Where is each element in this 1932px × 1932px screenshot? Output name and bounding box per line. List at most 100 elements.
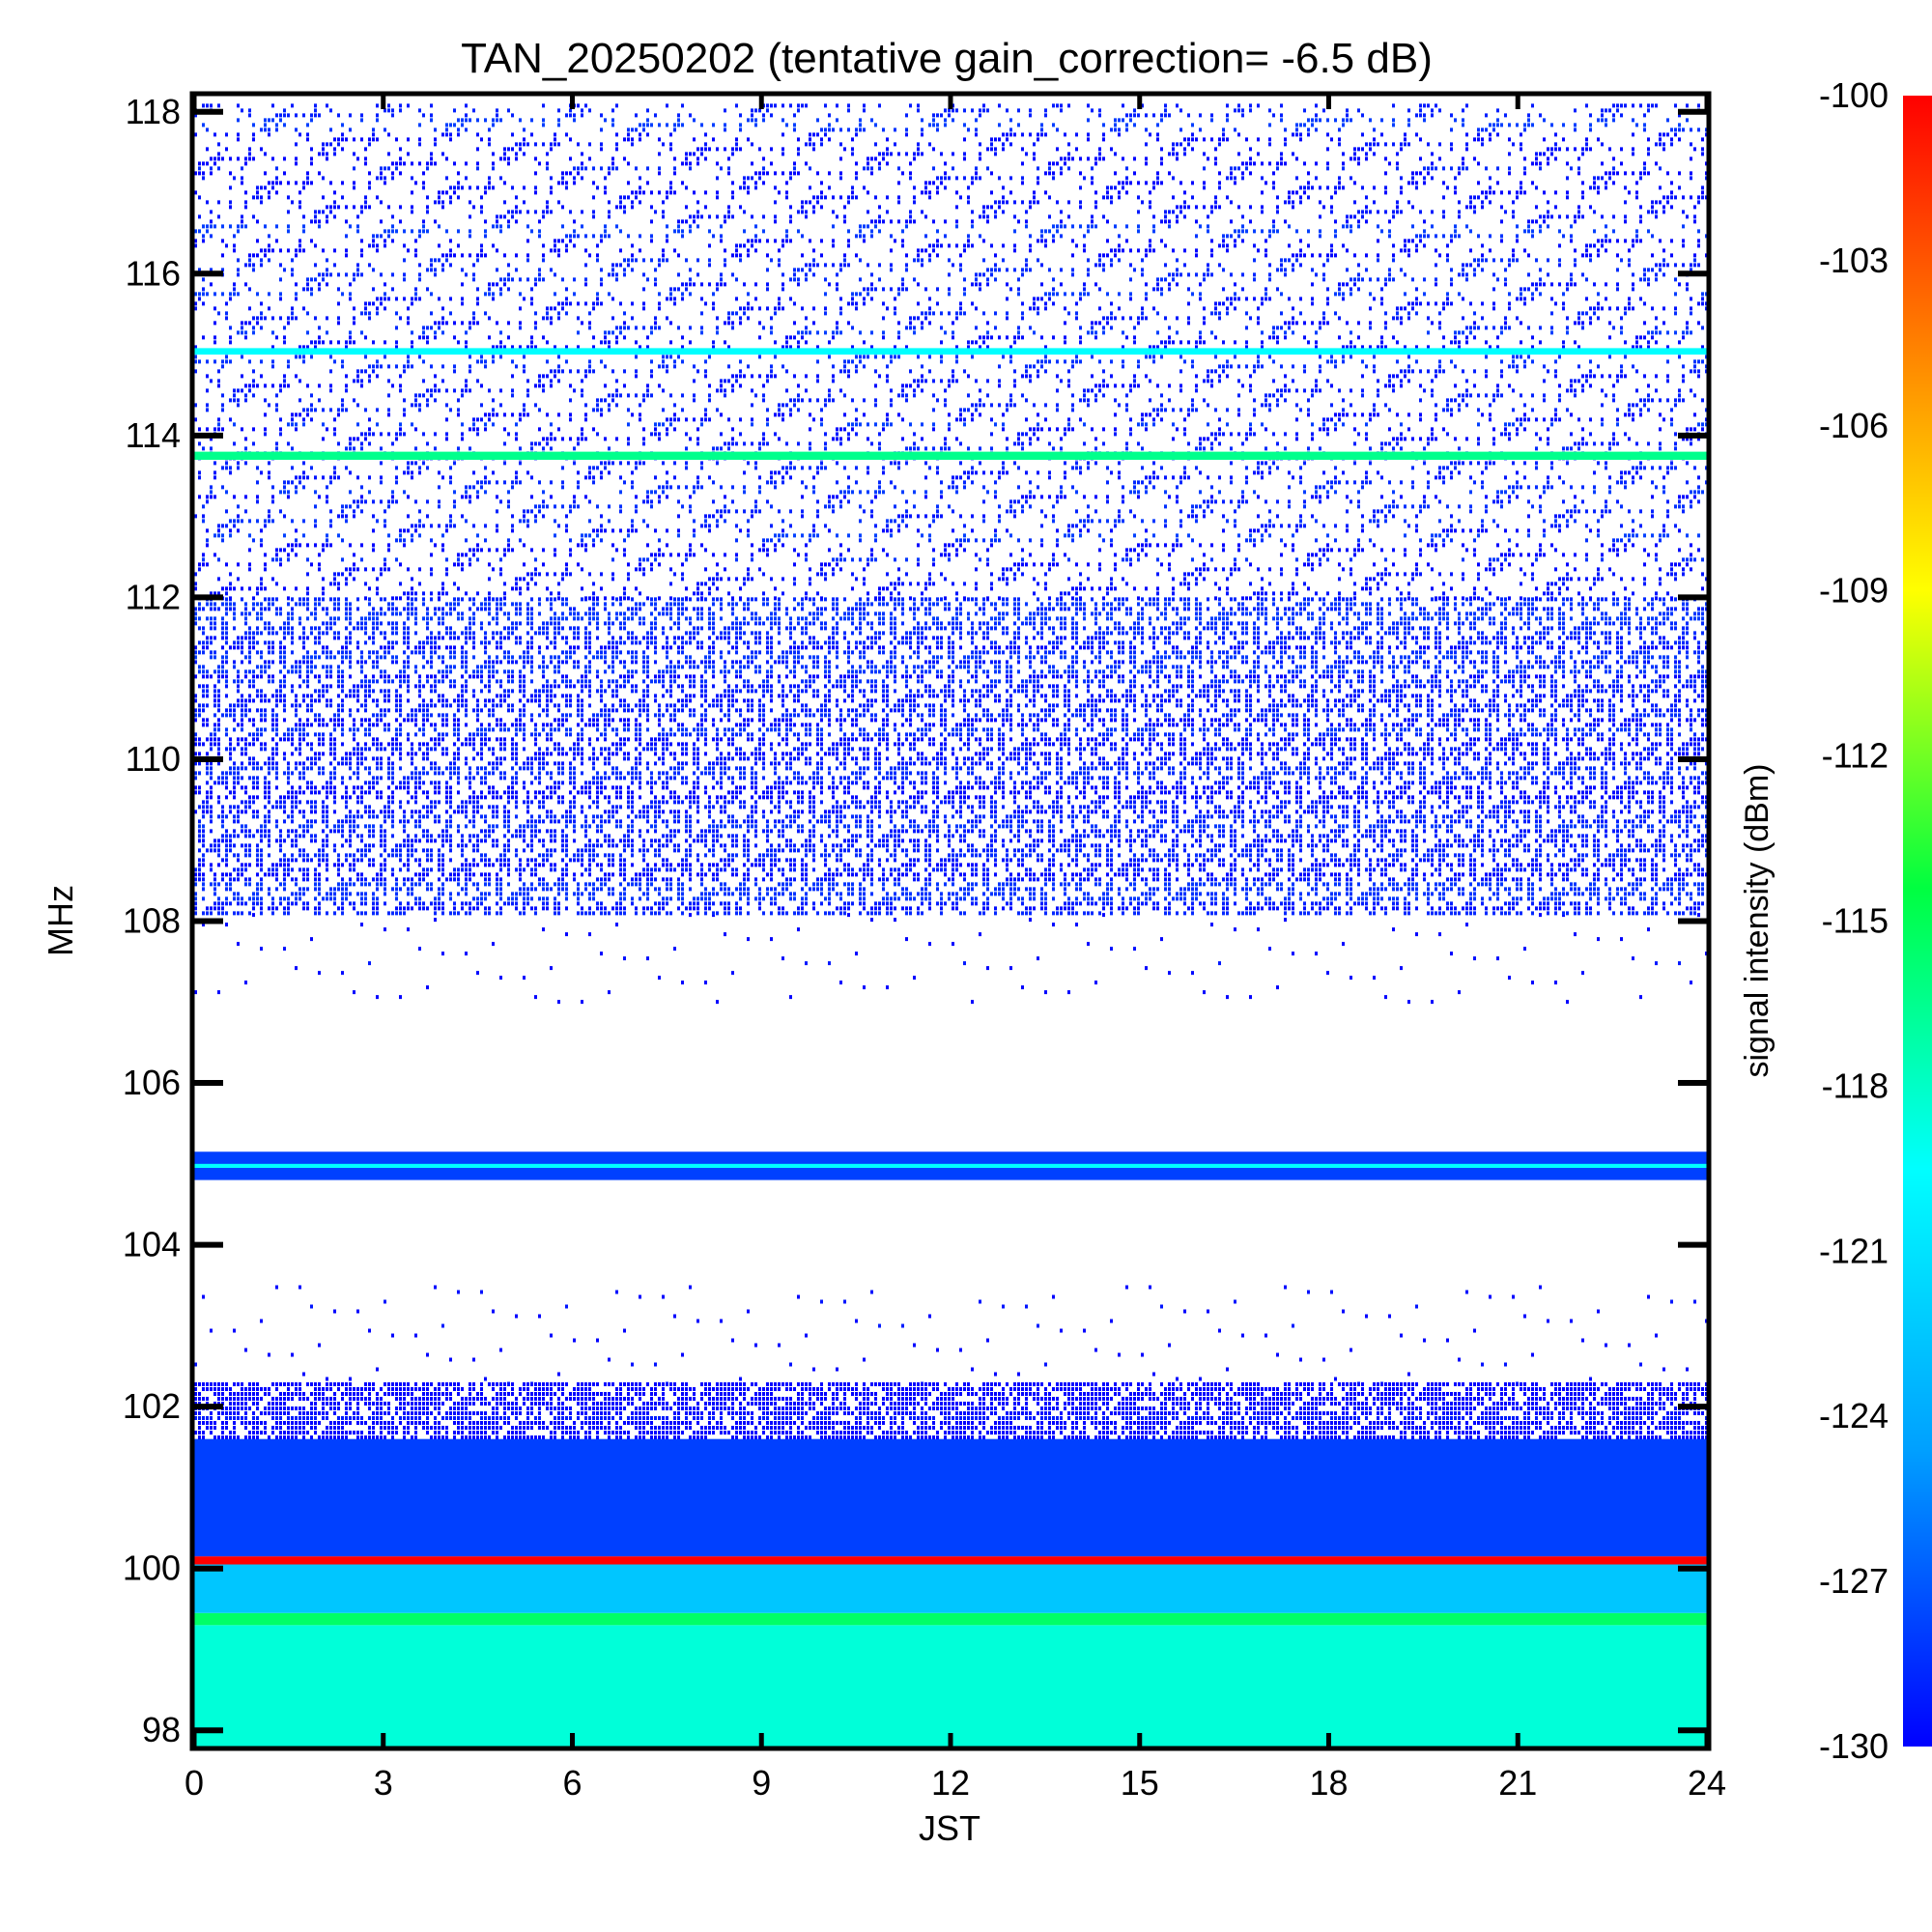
band-11-row [229,398,1704,403]
band-10-row [198,829,1700,834]
colorbar-tick-label: -118 [1822,1065,1889,1105]
colorbar-ticks: -100 -103 -106 -109 -112 -115 -118 -121 -124 -127… [1819,75,1889,1766]
band-6-row [210,1328,1476,1333]
band-11-row [194,132,1707,137]
x-tick-label: 0 [185,1763,204,1803]
band-11-row [198,297,1704,301]
band-10-row [194,650,1704,655]
x-tick-label: 24 [1688,1763,1726,1803]
band-11-row [198,214,1696,219]
band-10-row [194,752,1700,756]
band-10-row [194,655,1700,660]
band-9-row [623,956,1634,961]
band-11-row [206,128,1707,132]
band-9-row [426,985,1279,990]
band-11-row [206,408,1707,412]
band-9-row [384,927,1650,932]
band-11-row [202,557,1704,562]
band-5-row [194,1406,1707,1410]
plot-frame [189,91,1712,1751]
band-11-row [217,524,1677,528]
band-11-row [194,292,1707,297]
band-9-row [310,937,1623,942]
band-11-row [202,335,1685,340]
band-11-row [198,475,1700,480]
band-10-row [198,834,1707,838]
y-axis-label: MHz [41,885,80,956]
band-6-row [573,1338,1584,1343]
band-9-row [318,971,1584,976]
band-8 [194,1163,1707,1169]
band-10-row [198,848,1707,853]
band-11-row [202,277,1677,282]
band-11-row [198,567,1692,572]
band-6-row [391,1333,1658,1338]
band-10-row [194,708,1707,713]
y-tick-label: 118 [126,92,181,131]
band-10-row [206,766,1696,771]
y-tick-label: 98 [142,1710,181,1749]
band-11-row [198,596,1673,601]
band-9-row [565,932,1577,937]
band-6-row [310,1304,1418,1309]
band-11-row [217,152,1704,156]
band-11-row [198,495,1696,499]
band-10-row [194,776,1707,781]
band-9-row [441,952,1707,956]
band-10-row [194,674,1707,679]
band-6-row [326,1377,1592,1381]
band-11-row [198,268,1692,272]
band-10-row [198,838,1707,843]
band-6-row [515,1314,1526,1319]
band-10-row [194,713,1707,718]
band-6-row [333,1309,1600,1314]
band-10-row [194,882,1704,887]
band-11-row [194,417,1707,422]
band-5-row [194,1416,1707,1420]
band-11-row [198,470,1669,475]
band-5 [194,1382,1707,1439]
y-tick-label: 116 [126,253,181,293]
band-11-row [198,441,1692,446]
y-tick-label: 112 [126,577,181,616]
y-tick-label: 100 [123,1548,181,1588]
band-6-row [376,1367,1689,1372]
colorbar-tick-label: -106 [1819,406,1889,445]
band-11-row [198,166,1662,171]
band-11-row [210,379,1685,384]
band-2 [194,1564,1707,1613]
y-tick-label: 110 [126,739,181,779]
band-10-row [194,906,1700,911]
band-10-row [194,892,1704,896]
band-9-row [202,923,1468,927]
band-11-row [225,316,1658,321]
band-10-row [202,631,1704,636]
band-11-row [217,142,1692,147]
y-axis-ticks: 98 100 102 104 106 108 110 112 114 116 118 [123,92,1707,1749]
band-11-row [198,161,1707,166]
colorbar-tick-label: -100 [1819,75,1889,115]
band-11-row [213,461,1689,466]
band-11-row [229,205,1696,210]
band-11-row [248,548,1700,553]
band-11-row [198,562,1689,567]
band-11-row [194,514,1669,519]
band-11-row [213,432,1707,437]
band-5-row [194,1402,1696,1406]
band-11-row [202,519,1634,524]
band-11-row [237,330,1692,335]
band-10-row [202,800,1707,805]
band-11-row [194,359,1704,364]
x-tick-label: 18 [1309,1763,1348,1803]
band-5-row [198,1435,1707,1439]
band-10-row [194,785,1700,790]
band-11-row [237,258,1696,263]
band-11-row [194,403,1677,408]
band-11-row [194,113,1681,118]
band-11-row [202,504,1692,509]
band-11-row [206,388,1692,393]
band-6-row [194,1362,1642,1367]
band-10-row [194,694,1704,698]
band-1 [194,1612,1707,1626]
